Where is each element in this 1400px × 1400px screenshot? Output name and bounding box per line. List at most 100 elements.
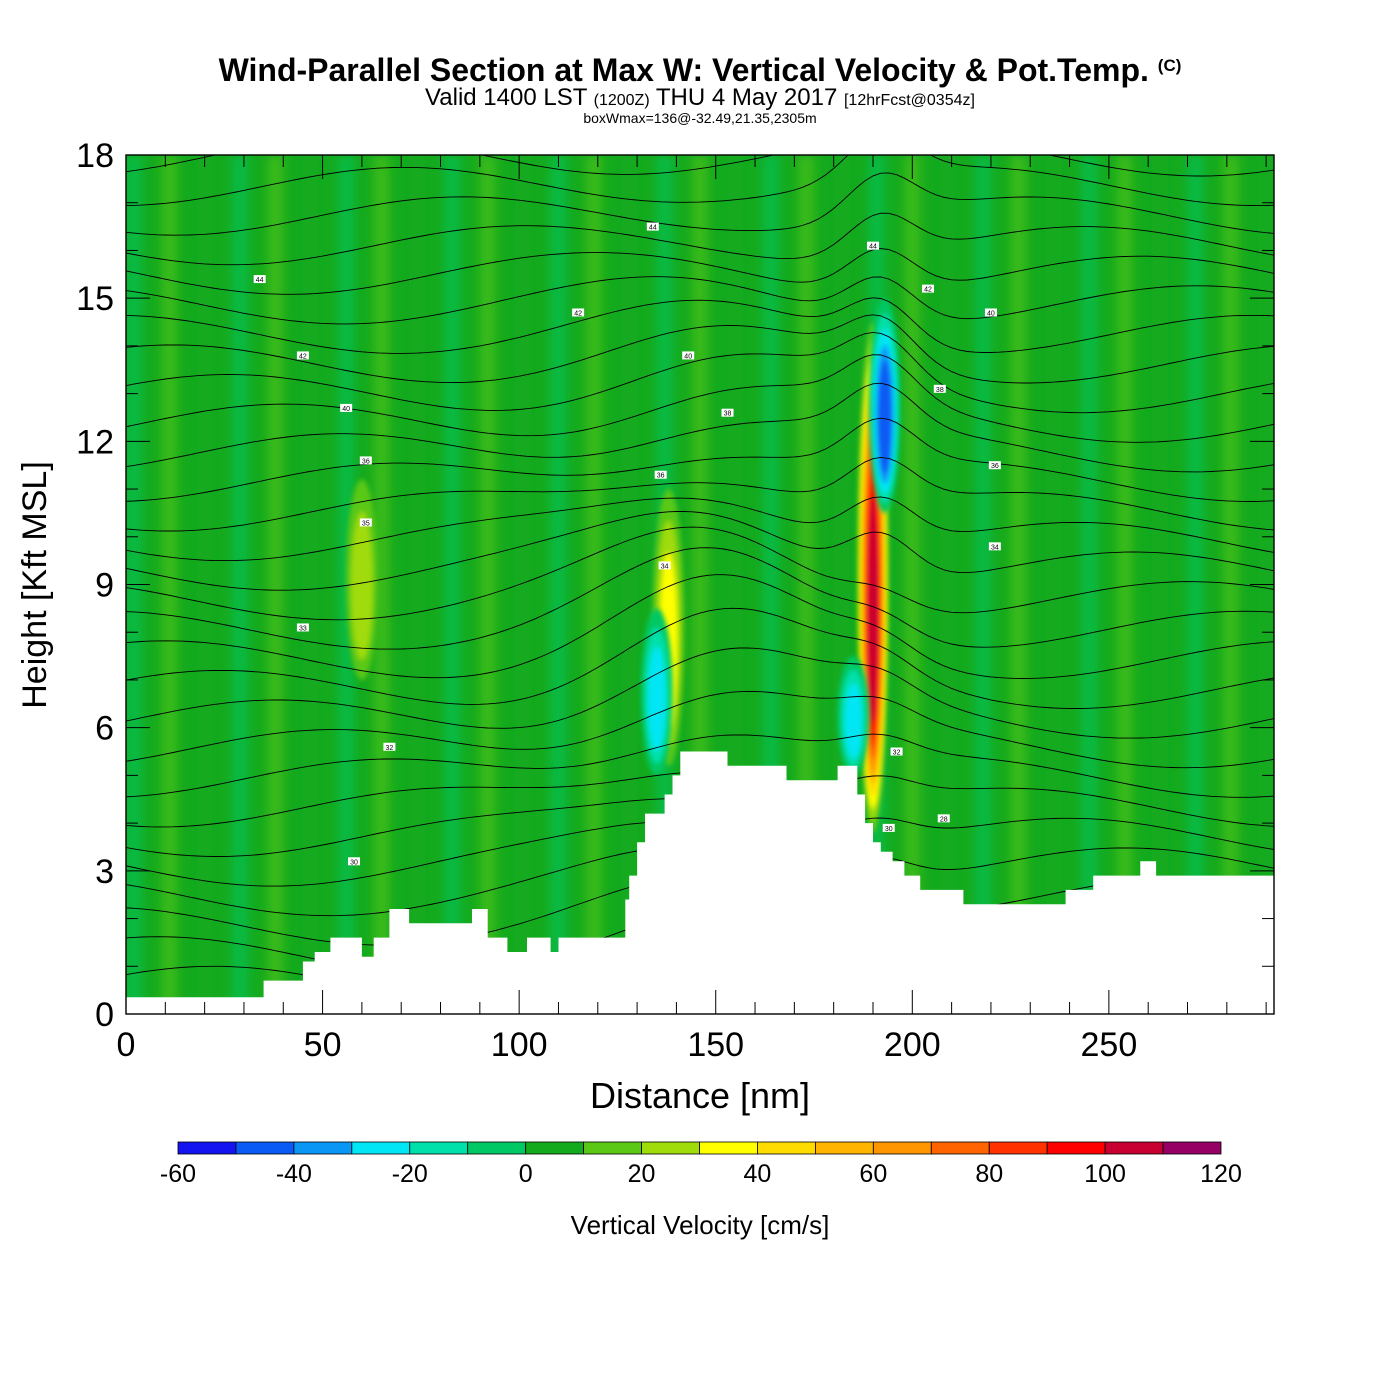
isentrope-line [126, 248, 1274, 295]
colorbar-swatch [467, 1141, 527, 1155]
motion-band [1045, 155, 1062, 1014]
motion-band [939, 155, 956, 1014]
colorbar-tick-label: 80 [975, 1160, 1003, 1188]
theta-label-text: 28 [940, 816, 948, 823]
downdraft-core [868, 298, 901, 513]
theta-label-text: 40 [987, 310, 995, 317]
theta-label-text: 30 [885, 826, 893, 833]
colorbar-swatch [988, 1141, 1048, 1155]
theta-label-text: 36 [362, 458, 370, 465]
theta-label: 42 [572, 308, 585, 317]
theta-label: 34 [658, 561, 671, 570]
theta-label-box [348, 857, 361, 866]
updraft-core [345, 479, 378, 680]
colorbar-swatch [235, 1141, 295, 1155]
theta-label: 36 [988, 461, 1001, 470]
isentrope-line [126, 607, 1274, 709]
theta-label-box [882, 823, 895, 832]
isentrope-line [126, 276, 1274, 325]
theta-label-box [572, 308, 585, 317]
colorbar-tick-label: 20 [628, 1160, 656, 1188]
y-tick-label: 9 [95, 567, 114, 605]
theta-label-text: 44 [649, 225, 657, 232]
theta-label-text: 40 [684, 353, 692, 360]
theta-label-box [296, 351, 309, 360]
motion-band [196, 155, 213, 1014]
x-axis-label: Distance [nm] [590, 1075, 810, 1116]
downdraft-level [878, 360, 892, 474]
y-tick-label: 3 [95, 853, 114, 891]
updraft-level [351, 511, 373, 660]
motion-band [444, 155, 461, 1014]
theta-label-box [988, 461, 1001, 470]
motion-band [1152, 155, 1168, 1014]
theta-label-box [937, 814, 950, 823]
colorbar-swatch [814, 1141, 874, 1155]
motion-band [1222, 155, 1239, 1014]
theta-label-text: 42 [924, 287, 932, 294]
valid-time: Valid 1400 LST (1200Z) THU 4 May 2017 [1… [425, 84, 975, 111]
isentrope-line [126, 155, 1274, 177]
forecast-info: [12hrFcst@0354z] [843, 92, 975, 109]
theta-label-text: 44 [869, 244, 877, 251]
theta-label-text: 36 [657, 473, 665, 480]
colorbar-swatch [757, 1141, 816, 1155]
theta-label-text: 32 [893, 750, 901, 757]
colorbar-tick-label: 100 [1084, 1160, 1126, 1188]
isentrope-line [126, 297, 1274, 354]
isentrope-line [126, 417, 1274, 502]
motion-band [232, 155, 248, 1014]
y-tick-label: 18 [76, 137, 114, 175]
theta-label: 30 [882, 823, 895, 833]
y-tick-label: 6 [95, 710, 114, 748]
motion-band [975, 155, 991, 1014]
colorbar-swatch [293, 1141, 353, 1155]
theta-label-box [988, 542, 1001, 551]
theta-label-text: 38 [936, 387, 944, 394]
theta-labels: 44 44 44 42 42 42 40 40 40 38 38 36 36 36 35 34 34 33 32 32… [253, 222, 1001, 866]
theta-label-box [646, 222, 659, 231]
isentrope-line [126, 690, 1274, 769]
motion-band [515, 155, 531, 1014]
theta-label-text: 42 [299, 353, 307, 360]
isentrope-line [126, 574, 1274, 679]
isentrope-line [126, 647, 1274, 739]
valid-utc: (1200Z) [593, 92, 650, 109]
colorbar-tick-label: -60 [160, 1160, 196, 1188]
y-tick-label: 15 [76, 280, 114, 318]
theta-label: 42 [922, 284, 935, 294]
colorbar-tick-label: 0 [519, 1160, 533, 1188]
motion-band [621, 155, 638, 1014]
theta-label: 44 [866, 241, 879, 251]
motion-band [161, 155, 178, 1014]
downdraft-level [648, 646, 666, 752]
theta-label: 44 [646, 222, 659, 232]
motion-band [585, 155, 602, 1014]
isentrope-line [126, 496, 1274, 562]
isentrope-line [126, 733, 1274, 798]
motion-band [550, 155, 567, 1014]
isentrope-line [126, 331, 1274, 414]
theta-label: 36 [654, 470, 667, 480]
colorbar-tick-label: 40 [744, 1160, 772, 1188]
x-tick-label: 200 [884, 1026, 941, 1064]
theta-label: 33 [296, 623, 309, 632]
theta-label: 34 [988, 542, 1001, 551]
theta-label-text: 38 [724, 411, 732, 418]
colorbar-tick-label: -20 [392, 1160, 428, 1188]
isentrope-line [126, 456, 1274, 532]
updraft-level [868, 497, 878, 724]
theta-label-text: 33 [299, 625, 307, 632]
theta-label-box [359, 456, 372, 465]
downdraft-level [844, 683, 862, 759]
theta-label-text: 44 [256, 277, 264, 284]
theta-label-box [654, 470, 667, 479]
colorbar-tick-label: -40 [276, 1160, 312, 1188]
motion-band [302, 155, 319, 1014]
isentrope-line [126, 382, 1274, 473]
colorbar-label: Vertical Velocity [cm/s] [570, 1210, 830, 1240]
y-tick-label: 0 [95, 996, 114, 1034]
colorbar-swatch [1104, 1141, 1164, 1155]
theta-label-text: 35 [362, 520, 370, 527]
